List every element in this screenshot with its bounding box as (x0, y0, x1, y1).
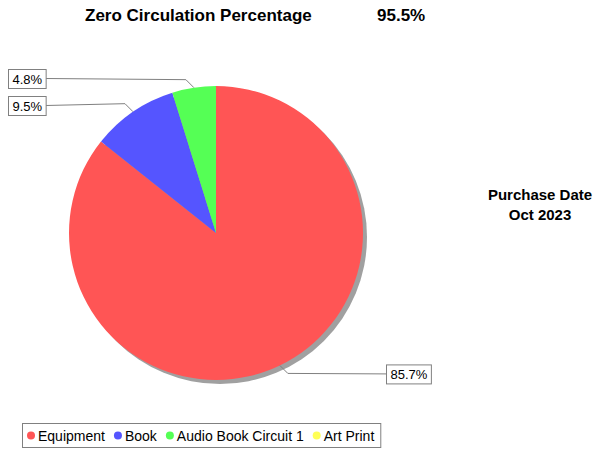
label-box (9, 70, 47, 89)
legend-box (23, 424, 381, 448)
data-label: 4.8% (13, 72, 43, 87)
label-box (9, 97, 47, 116)
slice (216, 86, 217, 233)
label-box (387, 365, 432, 384)
slice (172, 86, 216, 233)
title: Zero Circulation Percentage (85, 6, 312, 25)
legend-marker (313, 432, 321, 440)
legend-marker (166, 432, 174, 440)
label-leader (46, 79, 194, 88)
pie (69, 86, 367, 384)
data-label: 9.5% (13, 99, 43, 114)
data-label: 85.7% (391, 367, 428, 382)
data-label-group: 85.7% (280, 365, 432, 384)
chart: Zero Circulation Percentage 95.5% Purchase… (0, 0, 607, 453)
annotation: Oct 2023 (509, 206, 572, 223)
slice (69, 86, 363, 380)
data-label-group: 9.5% (9, 97, 133, 116)
legend-label: Book (125, 428, 158, 444)
legend: Equipment Book Audio Book Circuit 1 Art Pri… (23, 424, 381, 448)
legend-label: Equipment (38, 428, 105, 444)
annotation: Purchase Date (488, 186, 592, 203)
legend-marker (27, 432, 35, 440)
label-leader (46, 104, 133, 112)
subtitle: 95.5% (377, 6, 425, 25)
label-leader (280, 365, 386, 374)
legend-marker (114, 432, 122, 440)
legend-label: Audio Book Circuit 1 (177, 428, 304, 444)
data-label-group: 4.8% (9, 70, 194, 89)
legend-label: Art Print (324, 428, 375, 444)
